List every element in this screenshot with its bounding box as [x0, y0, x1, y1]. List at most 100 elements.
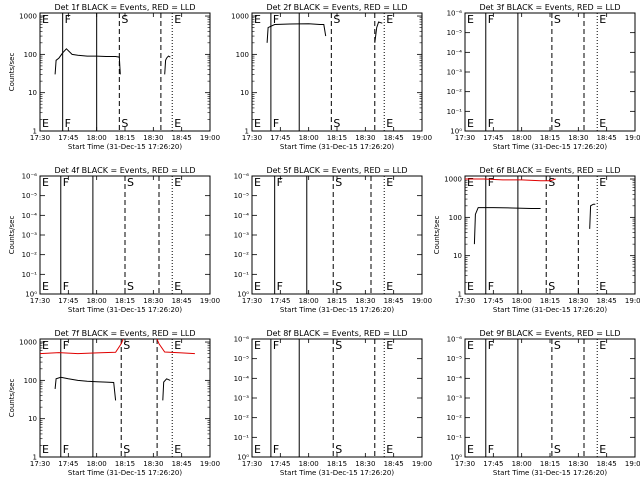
x-tick-label: 19:00 [200, 297, 220, 305]
x-tick-label: 17:45 [58, 134, 78, 142]
marker-label-bottom: E [42, 443, 49, 456]
lld-series-line [465, 178, 556, 182]
series-group [40, 339, 195, 401]
x-axis-label: Start Time (31-Dec-15 17:26:20) [280, 469, 394, 477]
x-tick-label: 17:45 [58, 460, 78, 468]
x-tick-label: 17:45 [483, 460, 503, 468]
x-tick-label: 17:45 [483, 134, 503, 142]
marker-label-top: F [488, 339, 494, 352]
y-tick-label: 1000 [231, 13, 249, 21]
x-axis-label: Start Time (31-Dec-15 17:26:20) [280, 143, 394, 151]
chart-title: Det 3f BLACK = Events, RED = LLD [479, 3, 620, 12]
plot-area: Det 5f BLACK = Events, RED = LLD 17:30 17:… [234, 166, 433, 314]
chart-panel-7: Det 7f BLACK = Events, RED = LLD 17:30 17:… [8, 329, 220, 477]
marker-label-bottom: S [335, 280, 342, 293]
marker-label-top: E [174, 339, 181, 352]
y-tick-label: 10⁻⁴ [234, 375, 250, 383]
marker-label-top: E [467, 339, 474, 352]
chart-panel-2: Det 2f BLACK = Events, RED = LLD 17:30 17:… [231, 3, 432, 151]
x-tick-label: 18:00 [87, 460, 107, 468]
y-tick-label: 10⁻¹ [234, 434, 250, 442]
marker-label-bottom: E [254, 443, 261, 456]
x-tick-label: 18:15 [540, 134, 560, 142]
axes-frame [251, 338, 423, 458]
x-tick-label: 19:00 [625, 460, 640, 468]
x-tick-label: 18:30 [568, 297, 588, 305]
x-tick-label: 19:00 [412, 297, 432, 305]
x-tick-label: 18:45 [597, 297, 617, 305]
marker-label-bottom: F [488, 443, 494, 456]
marker-label-bottom: E [599, 443, 606, 456]
marker-label-bottom: F [273, 443, 279, 456]
y-tick-label: 10⁻¹ [234, 271, 250, 279]
chart-panel-6: Det 6f BLACK = Events, RED = LLD 17:30 17:… [433, 166, 640, 314]
x-tick-label: 18:30 [355, 297, 375, 305]
marker-label-top: E [467, 13, 474, 26]
x-tick-label: 18:00 [512, 297, 532, 305]
x-tick-label: 18:30 [355, 134, 375, 142]
marker-label-bottom: E [174, 443, 181, 456]
marker-label-top: E [467, 176, 474, 189]
y-axis-label: Counts/sec [433, 216, 441, 255]
series-group [54, 48, 171, 75]
events-series-line [473, 207, 541, 245]
marker-label-bottom: S [333, 117, 340, 130]
x-tick-label: 18:45 [384, 460, 404, 468]
axes-frame [251, 12, 423, 132]
marker-label-bottom: E [386, 443, 393, 456]
x-axis-label: Start Time (31-Dec-15 17:26:20) [493, 143, 607, 151]
plot-area: Det 7f BLACK = Events, RED = LLD 17:30 17:… [8, 329, 220, 477]
y-tick-label: 10⁻² [447, 414, 463, 422]
events-series-line [164, 55, 171, 75]
y-tick-label: 10⁻⁵ [234, 355, 250, 363]
chart-panel-1: Det 1f BLACK = Events, RED = LLD 17:30 17:… [8, 3, 220, 151]
y-tick-label: 10⁻¹ [22, 271, 38, 279]
chart-title: Det 7f BLACK = Events, RED = LLD [54, 329, 195, 338]
plot-area: Det 9f BLACK = Events, RED = LLD 17:30 17:… [447, 329, 640, 477]
events-series-line [374, 21, 383, 43]
x-tick-label: 18:30 [143, 297, 163, 305]
x-tick-label: 18:15 [327, 297, 347, 305]
x-tick-label: 18:45 [597, 134, 617, 142]
marker-label-top: E [254, 339, 261, 352]
y-tick-label: 1 [33, 128, 37, 136]
y-tick-label: 10⁻⁶ [447, 10, 463, 18]
x-tick-label: 18:15 [540, 460, 560, 468]
marker-label-bottom: F [63, 443, 69, 456]
x-axis-label: Start Time (31-Dec-15 17:26:20) [493, 469, 607, 477]
y-tick-label: 10⁻⁵ [447, 29, 463, 37]
marker-label-bottom: E [467, 117, 474, 130]
x-tick-label: 17:30 [455, 297, 475, 305]
x-tick-label: 18:45 [172, 134, 192, 142]
y-tick-label: 10⁻⁵ [22, 192, 38, 200]
marker-label-top: F [488, 13, 494, 26]
lld-series-line [40, 339, 195, 355]
x-tick-label: 18:00 [87, 297, 107, 305]
plot-area: Det 8f BLACK = Events, RED = LLD 17:30 17:… [234, 329, 433, 477]
x-tick-label: 17:30 [455, 134, 475, 142]
y-tick-label: 10⁻² [234, 251, 250, 259]
x-tick-label: 17:45 [270, 297, 290, 305]
marker-label-bottom: F [488, 117, 494, 130]
x-axis-label: Start Time (31-Dec-15 17:26:20) [493, 306, 607, 314]
y-tick-label: 10⁻⁴ [447, 49, 463, 57]
y-tick-label: 1 [33, 454, 37, 462]
y-tick-label: 10 [28, 415, 37, 423]
x-tick-label: 18:45 [384, 134, 404, 142]
x-tick-label: 18:15 [115, 460, 135, 468]
x-tick-label: 19:00 [200, 460, 220, 468]
marker-label-bottom: E [386, 117, 393, 130]
x-tick-label: 18:00 [512, 134, 532, 142]
marker-label-bottom: E [254, 280, 261, 293]
marker-label-top: F [277, 176, 283, 189]
marker-label-bottom: S [554, 443, 561, 456]
y-tick-label: 10⁻² [234, 414, 250, 422]
marker-label-bottom: S [127, 280, 134, 293]
marker-label-top: S [554, 339, 561, 352]
x-tick-label: 17:45 [483, 297, 503, 305]
marker-label-bottom: S [123, 443, 130, 456]
plot-area: Det 6f BLACK = Events, RED = LLD 17:30 17:… [433, 166, 640, 314]
y-tick-label: 1000 [19, 13, 37, 21]
axes-frame [464, 175, 636, 295]
